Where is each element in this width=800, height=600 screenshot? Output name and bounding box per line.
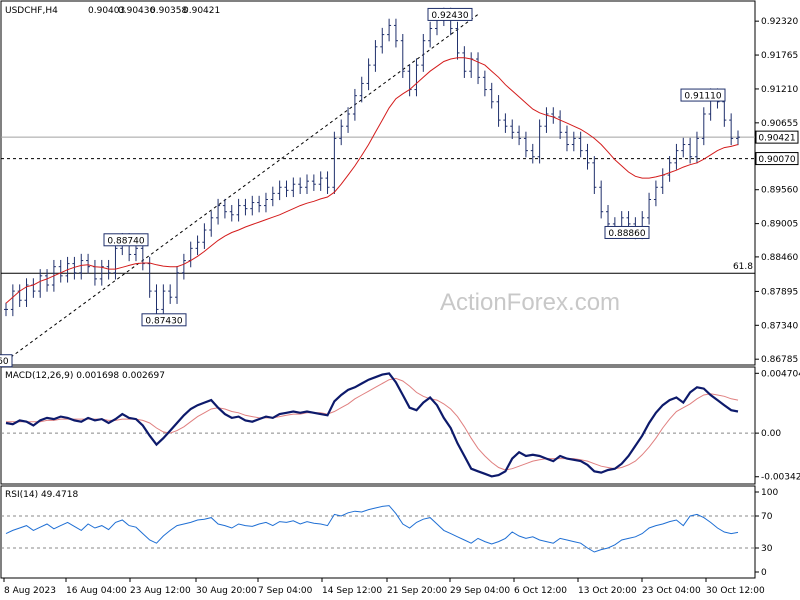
- x-tick-label: 23 Oct 04:00: [642, 586, 701, 596]
- ohlc-low: 0.90358: [150, 6, 187, 16]
- rsi-tick-label: 70: [761, 512, 773, 522]
- current-price-box: [755, 130, 799, 144]
- ohlc-close: 0.90421: [183, 6, 220, 16]
- price-tick-label: 0.87895: [761, 287, 798, 297]
- swing-label: 0.92430: [431, 11, 468, 21]
- swing-label: 0.88860: [608, 229, 645, 239]
- x-tick-label: 23 Aug 12:00: [130, 586, 191, 596]
- watermark-text: ActionForex.com: [440, 289, 620, 316]
- x-tick-label: 30 Aug 20:00: [196, 586, 257, 596]
- price-tick-label: 0.91210: [761, 85, 798, 95]
- swing-label-box: [103, 233, 149, 247]
- ohlc-high: 0.90436: [118, 6, 155, 16]
- rsi-label: RSI(14) 49.4718: [5, 490, 78, 500]
- x-tick-label: 29 Sep 04:00: [450, 586, 510, 596]
- macd-label: MACD(12,26,9) 0.001698 0.002697: [5, 371, 165, 381]
- swing-label-box: [427, 7, 473, 21]
- level-price-box: [755, 152, 799, 166]
- x-tick-label: 16 Aug 04:00: [66, 586, 127, 596]
- macd-tick-label: 0.00: [761, 429, 781, 439]
- swing-label: 0.91110: [684, 92, 721, 102]
- macd-panel-frame: [0, 366, 756, 485]
- moving-average-line: [5, 57, 739, 304]
- price-tick-label: 0.87340: [761, 321, 798, 331]
- x-tick-label: 30 Oct 12:00: [706, 586, 765, 596]
- x-tick-label: 6 Oct 12:00: [514, 586, 567, 596]
- swing-label: 0.88740: [107, 236, 144, 246]
- macd-tick-label: -0.003429: [761, 473, 800, 483]
- x-tick-label: 14 Sep 12:00: [322, 586, 382, 596]
- x-tick-label: 13 Oct 20:00: [578, 586, 637, 596]
- price-tick-label: 0.92320: [761, 17, 798, 27]
- fib-618-label: 61.8: [733, 262, 753, 272]
- swing-label-box: [604, 225, 650, 239]
- price-tick-label: 0.88460: [761, 253, 798, 263]
- price-tick-label: 0.89560: [761, 186, 798, 196]
- swing-label-box: [0, 354, 13, 368]
- price-tick-label: 0.86785: [761, 355, 798, 365]
- level-price-label: 0.90070: [758, 155, 795, 165]
- macd-tick-label: 0.004704: [761, 369, 800, 379]
- rsi-tick-label: 30: [761, 544, 773, 554]
- swing-label-box: [680, 88, 726, 102]
- price-tick-label: 0.91765: [761, 51, 798, 61]
- symbol-label: USDCHF,H4: [5, 6, 58, 16]
- rsi-line: [5, 505, 739, 553]
- swing-label: 0.86760: [0, 357, 9, 367]
- x-tick-label: 7 Sep 04:00: [258, 586, 313, 596]
- current-price-label: 0.90421: [758, 134, 795, 144]
- rsi-tick-label: 100: [761, 488, 778, 498]
- price-tick-label: 0.89005: [761, 220, 798, 230]
- x-tick-label: 8 Aug 2023: [4, 586, 56, 596]
- price-tick-label: 0.90655: [761, 119, 798, 129]
- x-tick-label: 21 Sep 20:00: [387, 586, 447, 596]
- rsi-tick-label: 0: [761, 568, 767, 578]
- dotted-trendline: [5, 14, 479, 362]
- rsi-panel-frame: [0, 485, 756, 579]
- swing-label-box: [141, 313, 187, 327]
- swing-label: 0.87430: [145, 316, 182, 326]
- price-panel-frame: [0, 0, 756, 366]
- macd-main-line: [5, 372, 739, 478]
- ohlc-open: 0.90403: [88, 6, 125, 16]
